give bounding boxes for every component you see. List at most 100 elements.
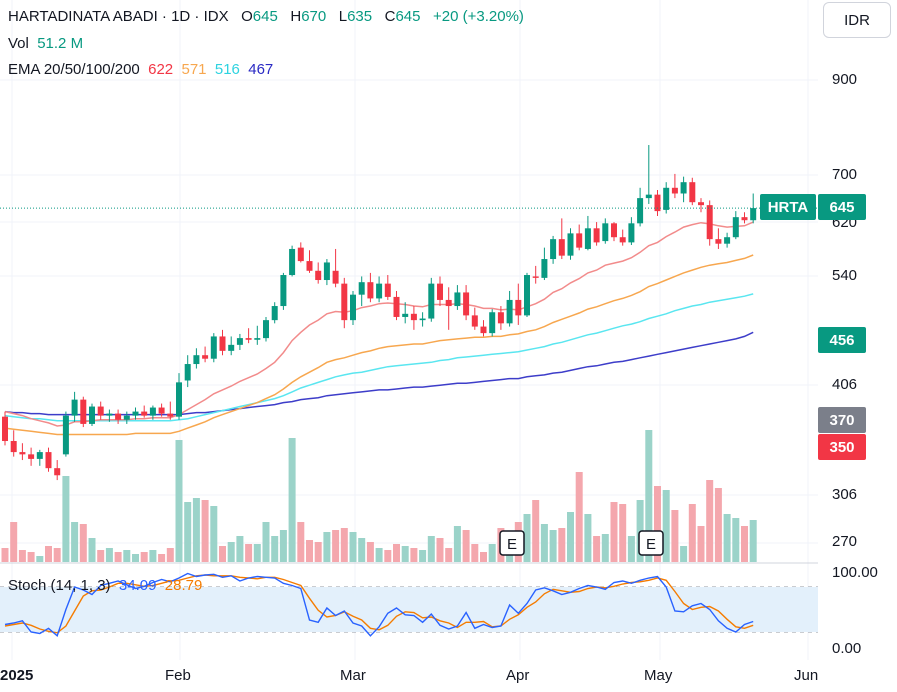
volume-bar (158, 554, 166, 562)
volume-bar (279, 530, 287, 562)
volume-bar (523, 514, 531, 562)
candle-body (2, 416, 8, 442)
candle-body (228, 344, 235, 351)
volume-bar (227, 542, 235, 562)
candle-body (706, 205, 713, 240)
candle-body (71, 399, 78, 416)
high-label: H (290, 8, 302, 25)
volume-bar (506, 550, 514, 562)
candle-body (506, 299, 513, 324)
volume-bar (36, 556, 44, 562)
earnings-event-marker[interactable]: E (499, 530, 525, 556)
volume-bar (393, 544, 400, 562)
candle-body (445, 299, 452, 307)
candle-body (532, 276, 539, 278)
volume-bar (288, 438, 296, 562)
volume-bar (123, 550, 131, 562)
red-price-badge: 350 (818, 434, 866, 460)
volume-value: 51.2 M (37, 35, 84, 52)
candle-body (158, 407, 165, 414)
volume-bar (436, 538, 444, 562)
volume-bar (671, 510, 679, 562)
candle-body (19, 452, 26, 455)
candle-body (689, 182, 696, 203)
ema200-value: 467 (248, 61, 274, 78)
ema50-value: 571 (181, 61, 207, 78)
candle-body (393, 296, 400, 317)
candle-body (289, 248, 296, 276)
candle-body (410, 313, 417, 321)
low-value: 635 (347, 8, 373, 25)
currency-button[interactable]: IDR (823, 2, 891, 38)
low-label: L (338, 8, 348, 25)
volume-bar (723, 514, 731, 562)
volume-bar (714, 488, 722, 562)
ema100-value: 516 (214, 61, 240, 78)
candle-body (619, 237, 626, 243)
candle-body (54, 468, 61, 476)
volume-bar (132, 554, 139, 562)
volume-bar (645, 430, 653, 562)
volume-bar (680, 546, 688, 562)
volume-bar (732, 518, 740, 562)
candle-body (550, 239, 557, 260)
ema20-line (4, 221, 754, 427)
candle-body (89, 406, 95, 424)
candle-body (515, 299, 522, 316)
candle-body (149, 407, 156, 416)
volume-bar (62, 476, 70, 562)
volume-bar (332, 530, 340, 562)
event-marker-box (499, 530, 525, 556)
candle-body (671, 187, 678, 194)
candle-body (184, 364, 191, 381)
volume-bar (619, 504, 627, 562)
event-marker-letter: E (507, 536, 517, 553)
volume-bar (540, 524, 548, 562)
time-label-jun: Jun (794, 667, 819, 684)
stoch-band (0, 587, 818, 632)
stoch-label: Stoch (14, 1, 3) (8, 577, 111, 594)
volume-bar (567, 512, 574, 562)
candle-body (210, 336, 217, 359)
volume-bar (140, 552, 148, 562)
volume-bar (445, 548, 453, 562)
volume-bar (10, 522, 18, 562)
volume-bar (584, 514, 592, 562)
volume-bar (488, 544, 496, 562)
candle-body (419, 318, 426, 321)
time-label-2025: 2025 (0, 667, 34, 684)
candle-body (341, 283, 348, 321)
volume-bar (219, 546, 226, 562)
earnings-event-marker[interactable]: E (638, 530, 664, 556)
volume-bar (575, 472, 583, 562)
candle-body (724, 237, 731, 244)
close-label: C (384, 8, 396, 25)
volume-bar (366, 542, 374, 562)
volume-bar (71, 522, 79, 562)
volume-bar (201, 500, 209, 562)
candle-body (263, 320, 269, 339)
volume-bar (593, 536, 601, 562)
candle-body (219, 336, 226, 351)
candle-body (236, 338, 243, 345)
price-tick-900: 900 (832, 71, 858, 88)
last-price-badge: 645 (818, 194, 866, 220)
volume-bar (297, 522, 305, 562)
volume-bar (462, 530, 470, 562)
candle-body (524, 275, 530, 316)
volume-bar (166, 548, 174, 562)
volume-bar (253, 544, 261, 562)
price-tick-540: 540 (832, 267, 858, 284)
candle-body (350, 294, 356, 321)
volume-bar (340, 528, 348, 562)
ema-lines (4, 221, 754, 436)
volume-legend: Vol 51.2 M (8, 35, 83, 53)
candle-body (732, 217, 739, 238)
volume-bar (114, 552, 122, 562)
candle-body (358, 282, 365, 295)
candle-body (97, 406, 104, 416)
ema200-badge: 456 (818, 327, 866, 353)
stoch-k-value: 34.09 (118, 577, 157, 594)
